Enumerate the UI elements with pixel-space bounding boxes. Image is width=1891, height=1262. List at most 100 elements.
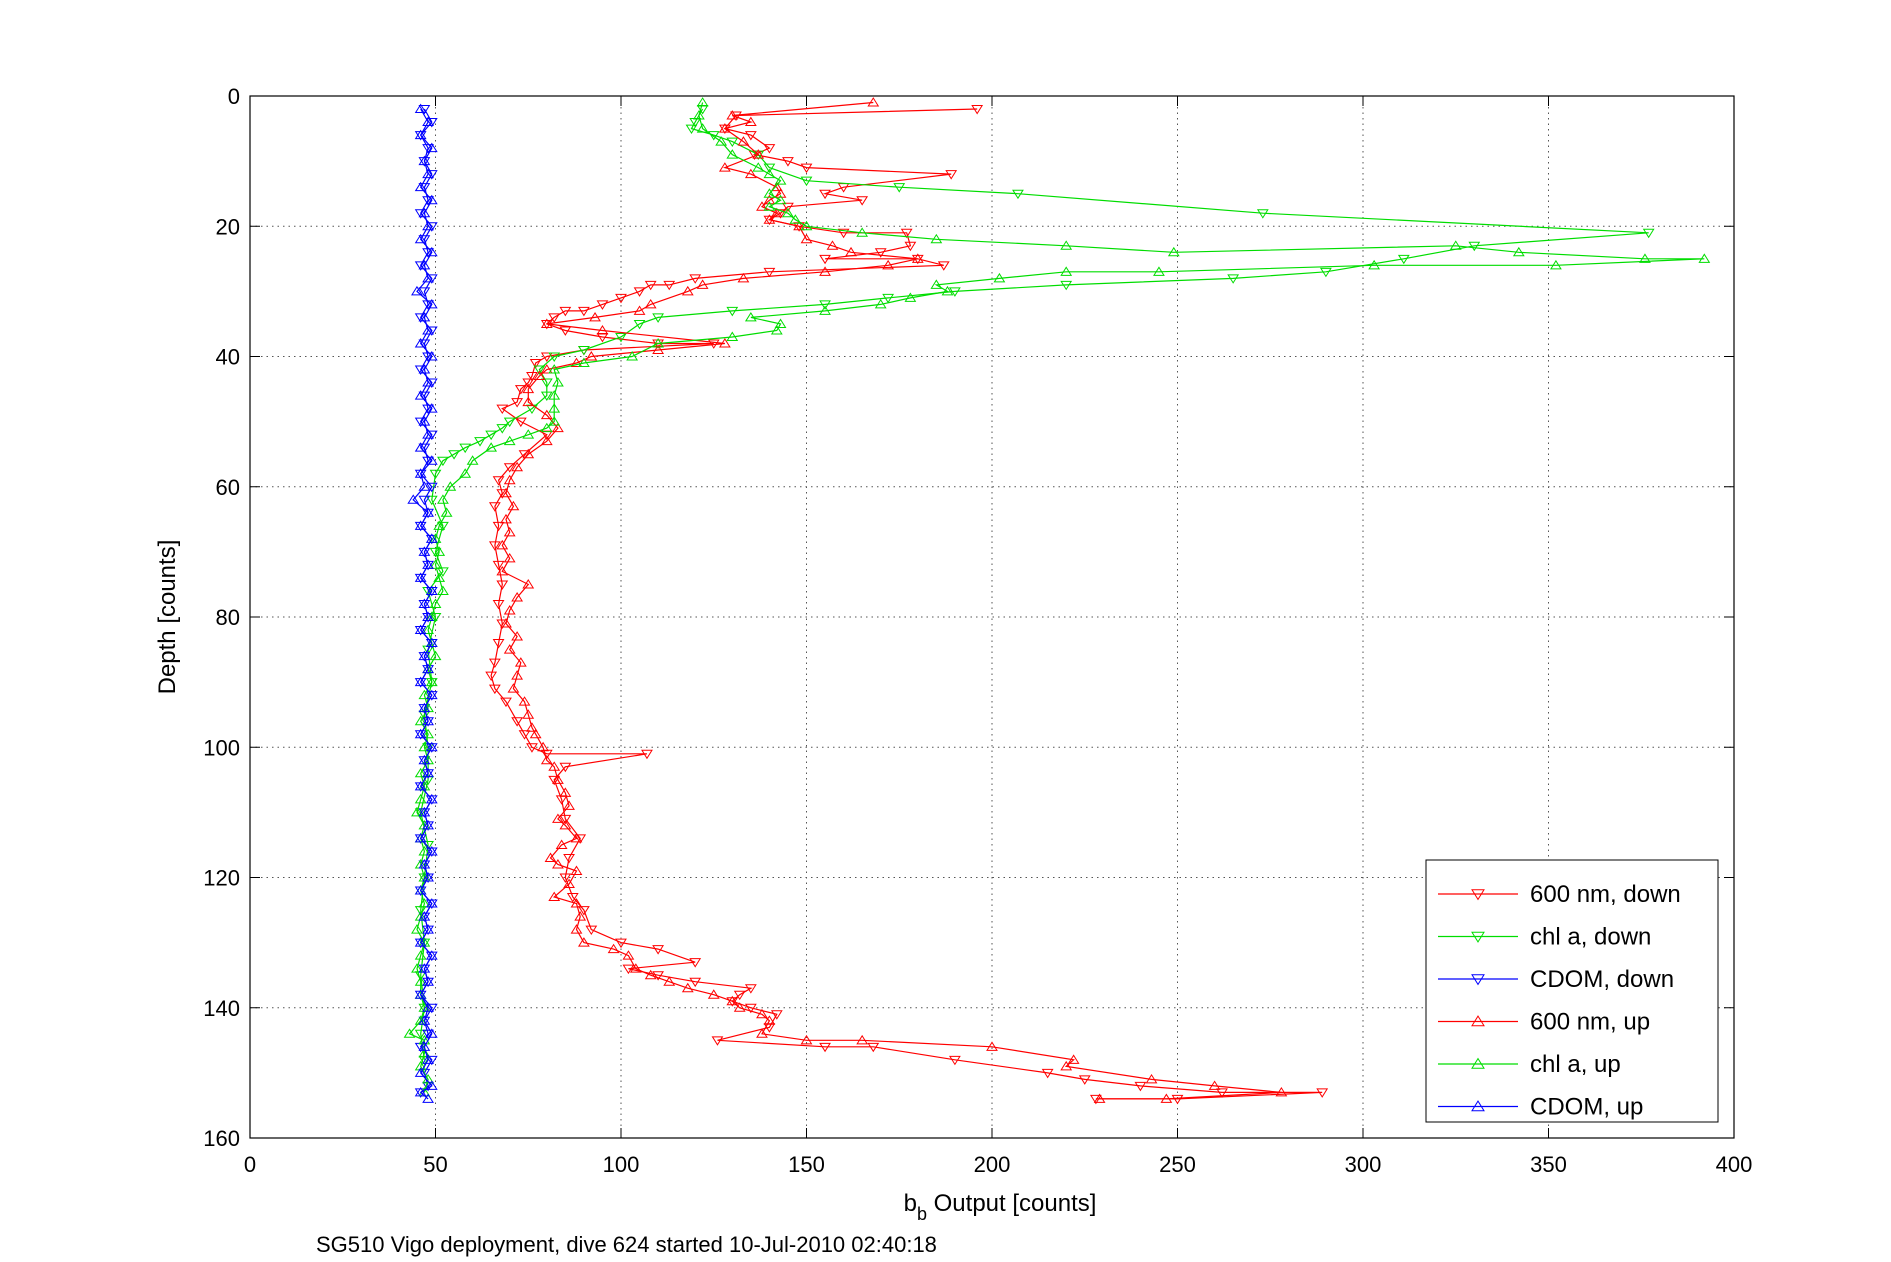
data-point — [770, 325, 783, 335]
data-point — [425, 691, 438, 701]
data-point — [577, 345, 590, 356]
data-point — [930, 233, 943, 244]
legend-item: 600 nm, down — [1438, 881, 1681, 908]
data-point — [429, 598, 442, 608]
data-point — [770, 207, 783, 218]
data-point — [737, 136, 750, 146]
data-point — [548, 403, 561, 413]
data-point — [414, 1088, 427, 1098]
data-point — [540, 391, 553, 402]
data-point — [425, 274, 438, 284]
data-point — [425, 403, 438, 413]
data-point — [626, 351, 639, 361]
data-point — [615, 938, 627, 949]
data-point — [425, 637, 438, 648]
data-point — [633, 287, 646, 297]
data-point — [488, 541, 501, 551]
data-point — [503, 552, 516, 563]
data-point — [1060, 266, 1073, 276]
data-point — [414, 442, 427, 452]
data-point — [641, 749, 653, 760]
data-point — [418, 754, 431, 765]
legend-swatch-marker — [1471, 889, 1485, 901]
data-point — [1041, 1068, 1054, 1079]
legend-item: CDOM, up — [1438, 1094, 1643, 1121]
data-point — [559, 306, 572, 317]
data-point — [414, 834, 427, 844]
data-point — [522, 578, 535, 589]
data-point — [418, 741, 431, 752]
data-point — [874, 248, 887, 258]
data-point — [429, 469, 442, 480]
data-point — [474, 437, 486, 447]
data-point — [726, 331, 739, 341]
data-point — [1468, 241, 1481, 252]
data-point — [707, 131, 720, 141]
data-point — [503, 605, 516, 615]
data-point — [1060, 240, 1073, 250]
data-point — [540, 364, 553, 374]
data-point — [689, 958, 702, 968]
data-point — [559, 873, 572, 883]
data-point — [718, 123, 731, 133]
data-point — [882, 293, 895, 304]
data-point — [756, 1008, 768, 1019]
data-point — [411, 285, 423, 296]
data-point — [696, 279, 709, 289]
legend-swatch-marker — [1471, 974, 1485, 986]
x-tick-label: 300 — [1345, 1152, 1382, 1177]
data-point — [763, 194, 776, 205]
data-point — [425, 378, 438, 388]
data-point — [733, 990, 746, 1001]
data-point — [500, 618, 512, 628]
data-point — [411, 806, 423, 817]
data-point — [429, 613, 442, 623]
data-point — [511, 631, 524, 641]
data-point — [514, 385, 527, 395]
data-point — [492, 560, 505, 571]
data-point — [522, 709, 535, 719]
data-point — [418, 806, 431, 817]
data-point — [540, 318, 553, 328]
y-tick-label: 40 — [216, 345, 240, 370]
data-point — [418, 481, 431, 491]
data-point — [418, 808, 431, 818]
data-point — [411, 924, 423, 934]
data-point — [418, 364, 431, 374]
legend-item: chl a, up — [1438, 1051, 1621, 1078]
data-point — [526, 743, 538, 753]
data-point — [663, 976, 676, 986]
data-point — [418, 689, 431, 700]
data-point — [425, 586, 438, 597]
data-point — [574, 911, 587, 921]
data-point — [418, 650, 431, 661]
data-point — [789, 214, 802, 224]
data-point — [893, 183, 906, 193]
data-point — [425, 534, 438, 545]
data-point — [563, 853, 575, 864]
data-point — [496, 565, 509, 576]
data-point — [422, 1093, 434, 1103]
data-point — [411, 963, 423, 973]
data-point — [663, 280, 676, 291]
data-point — [418, 311, 431, 322]
data-point — [596, 300, 609, 310]
data-point — [904, 241, 917, 252]
data-point — [696, 97, 709, 107]
data-point — [533, 365, 546, 375]
data-point — [437, 494, 449, 504]
x-axis-label: bb Output [counts] — [904, 1190, 1097, 1224]
data-point — [744, 1003, 757, 1014]
data-point — [552, 422, 564, 433]
data-point — [548, 775, 561, 786]
data-point — [429, 559, 442, 569]
data-point — [437, 456, 449, 467]
data-point — [770, 1010, 783, 1020]
data-point — [425, 795, 438, 805]
data-point — [437, 567, 449, 577]
data-point — [911, 253, 924, 263]
data-point — [425, 142, 438, 153]
data-point — [718, 162, 731, 172]
data-point — [819, 254, 831, 265]
data-point — [422, 508, 434, 519]
